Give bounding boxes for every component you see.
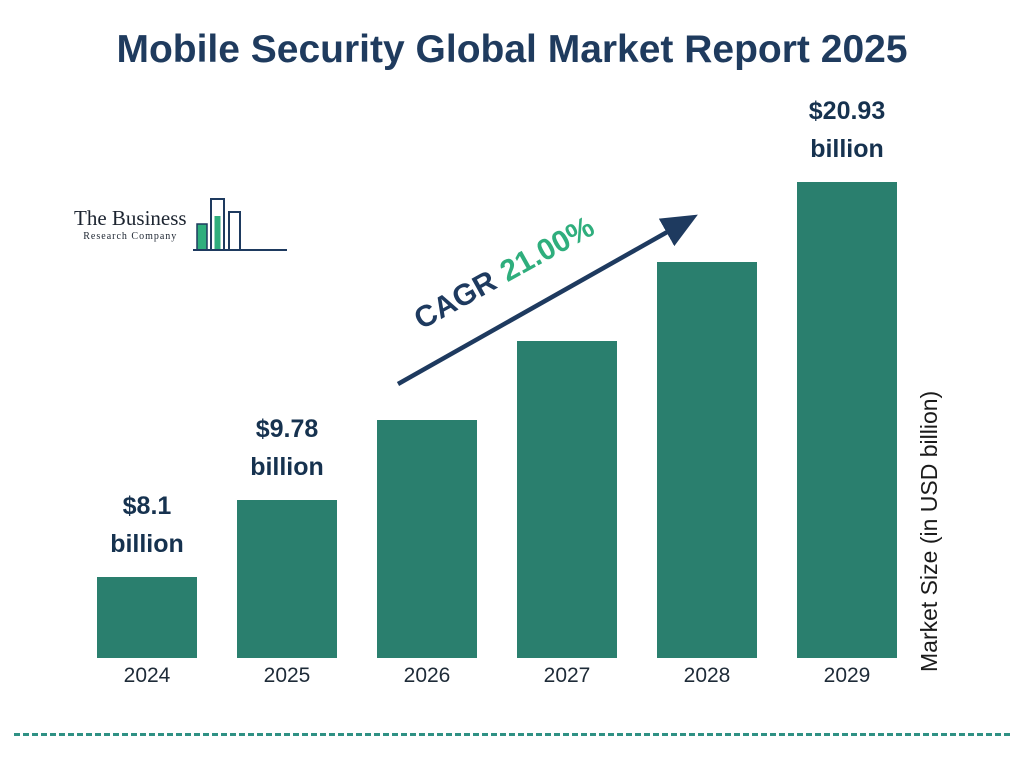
y-axis-label: Market Size (in USD billion) bbox=[916, 390, 942, 672]
bar-2029 bbox=[797, 182, 897, 658]
chart-title: Mobile Security Global Market Report 202… bbox=[116, 28, 908, 71]
value-label-2024: $8.1 billion bbox=[110, 492, 184, 558]
x-tick-2027: 2027 bbox=[543, 664, 591, 687]
bottom-dashed-divider bbox=[14, 733, 1010, 736]
bar-2027 bbox=[517, 341, 617, 658]
brand-logo-text: The Business Research Company bbox=[74, 206, 187, 242]
bar-2025 bbox=[237, 500, 337, 658]
value-label-2029: $20.93 billion bbox=[808, 97, 886, 163]
brand-logo: The Business Research Company bbox=[74, 196, 289, 258]
bar-2026 bbox=[377, 420, 477, 658]
brand-subname: Research Company bbox=[83, 231, 178, 242]
bar-2024 bbox=[97, 577, 197, 658]
x-tick-2026: 2026 bbox=[403, 664, 451, 687]
value-label-2025: $9.78 billion bbox=[250, 415, 324, 481]
brand-name: The Business bbox=[74, 206, 187, 230]
bar-chart-logo-icon bbox=[192, 198, 287, 251]
x-tick-2025: 2025 bbox=[263, 664, 311, 687]
x-tick-2028: 2028 bbox=[683, 664, 731, 687]
x-tick-2024: 2024 bbox=[123, 664, 171, 687]
x-tick-2029: 2029 bbox=[823, 664, 871, 687]
bar-2028 bbox=[657, 262, 757, 658]
